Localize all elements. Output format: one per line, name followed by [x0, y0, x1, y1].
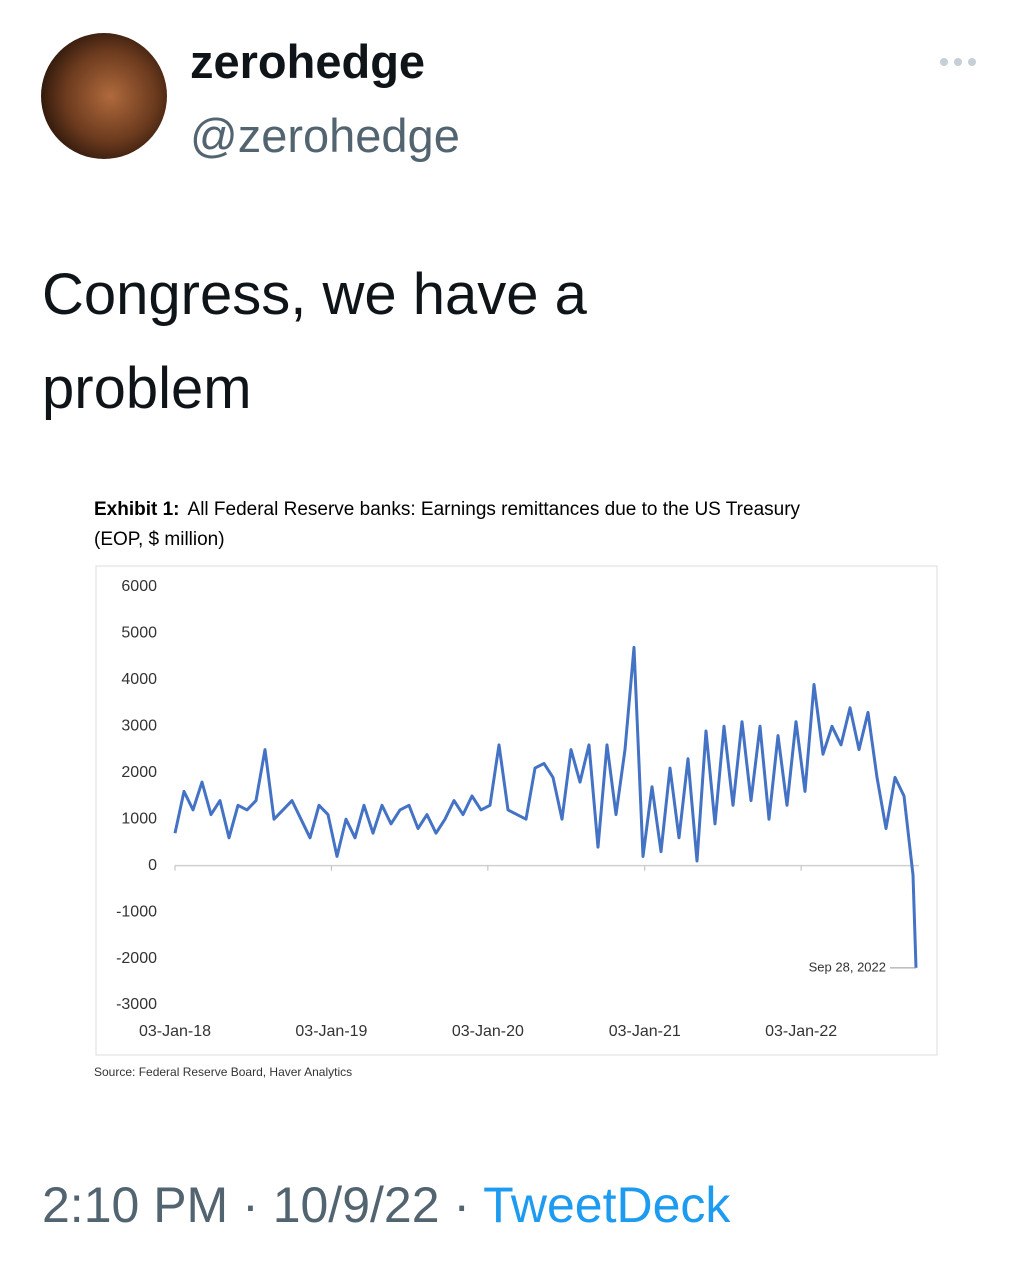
x-tick-label: 03-Jan-20: [452, 1023, 524, 1040]
y-tick-label: 6000: [121, 578, 157, 595]
annotation: Sep 28, 2022: [809, 959, 886, 974]
more-menu[interactable]: [940, 58, 976, 66]
client[interactable]: TweetDeck: [483, 1177, 731, 1233]
title-text: All Federal Reserve banks: Earnings remi…: [188, 499, 801, 520]
time[interactable]: 2:10 PM: [42, 1177, 229, 1233]
handle[interactable]: @zerohedge: [190, 109, 460, 162]
y-tick-label: 5000: [121, 625, 157, 642]
y-tick-label: 1000: [121, 810, 157, 827]
x-tick-label: 03-Jan-22: [765, 1023, 837, 1040]
y-tick-label: -1000: [116, 903, 157, 920]
separator: ·: [453, 1177, 471, 1233]
series-line: [173, 645, 918, 968]
title-label: Exhibit 1:: [94, 499, 180, 520]
y-tick-label: 4000: [121, 671, 157, 688]
x-tick-label: 03-Jan-21: [609, 1023, 681, 1040]
x-tick-label: 03-Jan-18: [139, 1023, 211, 1040]
y-tick-label: 0: [148, 857, 157, 874]
x-tick-label: 03-Jan-19: [295, 1023, 367, 1040]
y-tick-label: 2000: [121, 764, 157, 781]
tweet-meta: 2:10 PM · 10/9/22 · TweetDeck: [42, 1176, 730, 1234]
tweet-text: Congress, we have a problem: [42, 262, 587, 421]
display-name[interactable]: zerohedge: [190, 35, 426, 88]
separator: ·: [242, 1177, 259, 1233]
y-tick-label: -2000: [116, 950, 157, 967]
y-tick-label: -3000: [116, 996, 157, 1013]
plot-frame: [95, 565, 938, 1056]
avatar[interactable]: [41, 33, 167, 159]
chart-subtitle: (EOP, $ million): [94, 529, 225, 550]
date[interactable]: 10/9/22: [272, 1177, 440, 1233]
y-tick-label: 3000: [121, 718, 157, 735]
chart-title: Exhibit 1: All Federal Reserve banks: Ear…: [94, 499, 801, 520]
source: Source: Federal Reserve Board, Haver Ana…: [94, 1065, 352, 1079]
